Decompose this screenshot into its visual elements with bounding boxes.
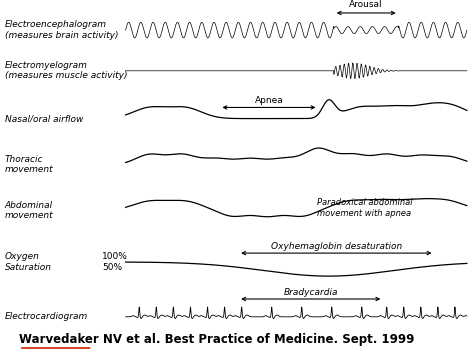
Text: Abdominal
movement: Abdominal movement [5,201,54,220]
Text: 100%: 100% [102,252,128,261]
Text: Oxyhemaglobin desaturation: Oxyhemaglobin desaturation [271,242,402,251]
Text: Paradoxical abdominal
movement with apnea: Paradoxical abdominal movement with apne… [317,198,412,218]
Text: Electroencephalogram
(measures brain activity): Electroencephalogram (measures brain act… [5,21,118,40]
Text: Electrocardiogram: Electrocardiogram [5,312,88,321]
Text: 50%: 50% [102,263,122,272]
Text: Saturation: Saturation [5,263,52,272]
Text: Arousal: Arousal [349,0,383,10]
Text: Nasal/oral airflow: Nasal/oral airflow [5,114,83,123]
Text: Oxygen: Oxygen [5,252,40,261]
Text: Warvedaker NV et al. Best Practice of Medicine. Sept. 1999: Warvedaker NV et al. Best Practice of Me… [19,333,414,346]
Text: Thoracic
movement: Thoracic movement [5,155,54,174]
Text: Apnea: Apnea [255,96,283,105]
Text: Bradycardia: Bradycardia [283,287,338,297]
Text: Electromyelogram
(measures muscle activity): Electromyelogram (measures muscle activi… [5,61,127,80]
